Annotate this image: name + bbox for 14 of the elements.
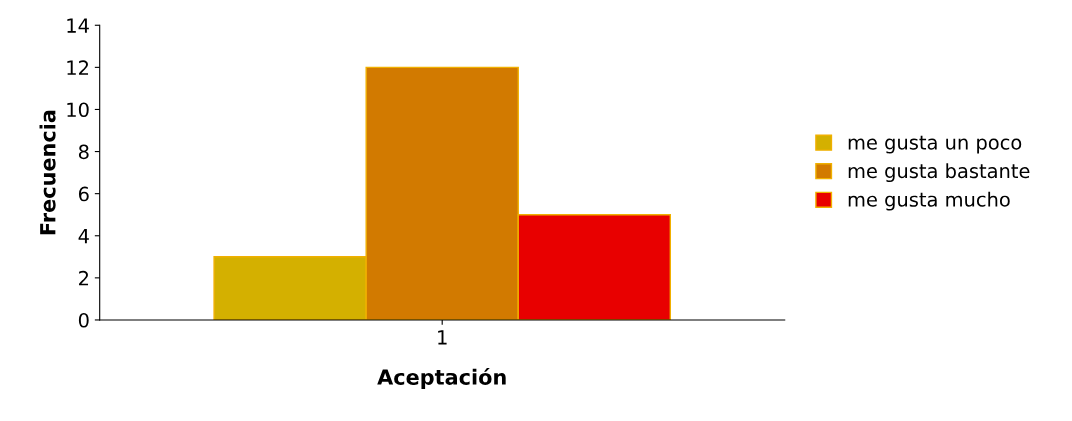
y-tick-label: 2: [79, 270, 89, 286]
y-tick-label: 0: [78, 312, 89, 328]
y-tick-label: 6: [78, 186, 89, 202]
legend-label: me gusta un poco: [848, 135, 1022, 154]
y-tick-label: 14: [67, 18, 89, 33]
y-tick-label: 12: [67, 60, 89, 75]
x-axis-title: Aceptación: [377, 367, 506, 389]
y-tick-label: 4: [78, 228, 89, 244]
x-tick-label: 1: [438, 330, 447, 345]
y-tick-label: 8: [78, 144, 89, 160]
y-axis-title: Frecuencia: [39, 110, 56, 235]
legend-label: me gusta bastante: [848, 163, 1030, 183]
legend-label: me gusta mucho: [848, 191, 1010, 211]
y-tick-label: 10: [67, 102, 89, 118]
